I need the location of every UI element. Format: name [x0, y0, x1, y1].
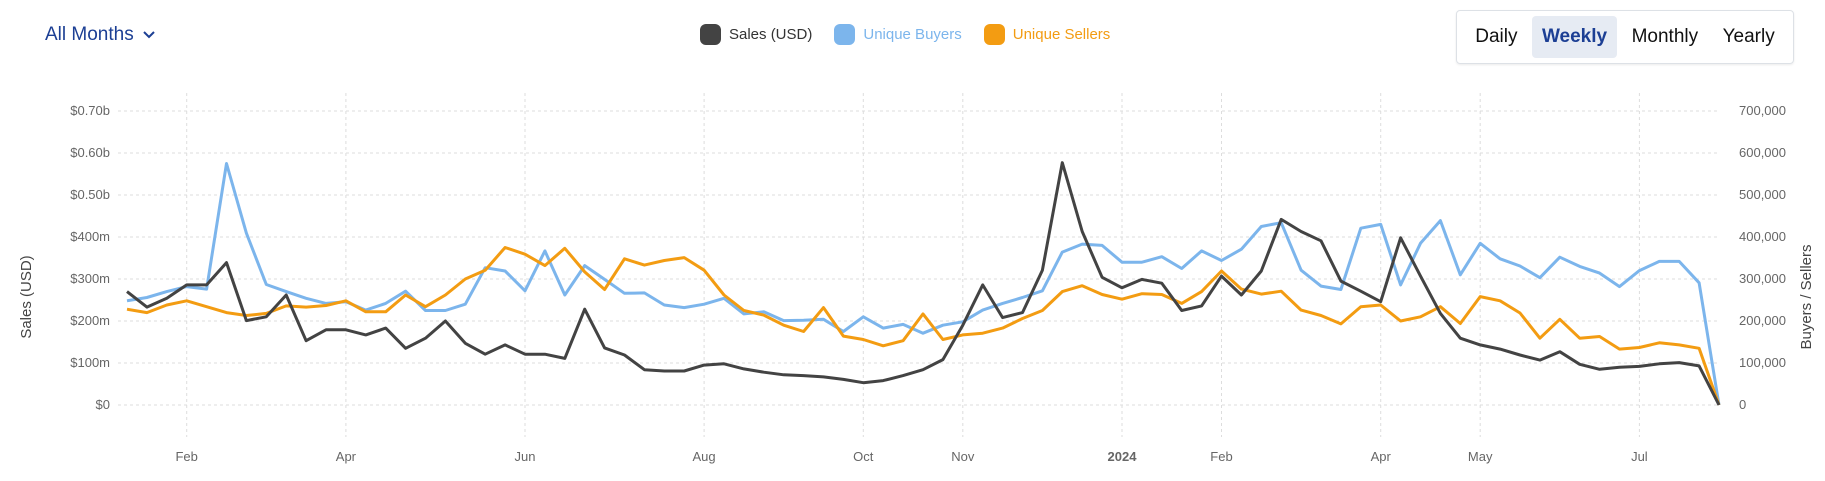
y-tick-right: 700,000 [1739, 103, 1786, 118]
monthly-button[interactable]: Monthly [1622, 16, 1709, 58]
y-tick-left: $0.50b [70, 187, 110, 202]
x-tick-label: Oct [853, 449, 874, 464]
legend-label: Unique Buyers [863, 26, 962, 43]
y-tick-left: $0.60b [70, 145, 110, 160]
y-tick-right: 200,000 [1739, 313, 1786, 328]
chart-legend: Sales (USD) Unique Buyers Unique Sellers [700, 24, 1110, 45]
legend-item-sales[interactable]: Sales (USD) [700, 24, 812, 45]
series-line-unique-buyers [126, 162, 1721, 406]
x-tick-label: Feb [175, 449, 197, 464]
y-axis-title-left: Sales (USD) [18, 255, 35, 338]
y-tick-right: 0 [1739, 397, 1746, 412]
x-tick-label: Jun [515, 449, 536, 464]
period-select[interactable]: All Months [45, 24, 156, 46]
y-tick-left: $200m [70, 313, 110, 328]
legend-item-buyers[interactable]: Unique Buyers [834, 24, 962, 45]
y-tick-right: 400,000 [1739, 229, 1786, 244]
y-tick-right: 500,000 [1739, 187, 1786, 202]
period-select-label: All Months [45, 24, 134, 45]
legend-label: Sales (USD) [729, 26, 813, 43]
y-tick-left: $0.70b [70, 103, 110, 118]
granularity-toggle: Daily Weekly Monthly Yearly [1456, 10, 1794, 64]
x-tick-label: Apr [1371, 449, 1392, 464]
y-tick-right: 300,000 [1739, 271, 1786, 286]
sales-swatch-icon [700, 24, 721, 45]
x-tick-label: Apr [336, 449, 357, 464]
y-tick-right: 600,000 [1739, 145, 1786, 160]
y-tick-left: $400m [70, 229, 110, 244]
buyers-swatch-icon [834, 24, 856, 45]
sellers-swatch-icon [983, 24, 1005, 45]
weekly-button[interactable]: Weekly [1531, 16, 1618, 58]
yearly-button[interactable]: Yearly [1713, 16, 1785, 58]
legend-label: Unique Sellers [1012, 26, 1111, 43]
series-line-sales-usd [126, 161, 1721, 406]
x-tick-label: Nov [951, 449, 975, 464]
y-tick-left: $300m [70, 271, 110, 286]
legend-item-sellers[interactable]: Unique Sellers [983, 24, 1111, 45]
y-tick-right: 100,000 [1739, 355, 1786, 370]
x-tick-label: Feb [1210, 449, 1232, 464]
y-tick-left: $100m [70, 355, 110, 370]
x-tick-label: Jul [1631, 449, 1648, 464]
y-axis-title-right: Buyers / Sellers [1798, 244, 1815, 349]
daily-button[interactable]: Daily [1465, 16, 1527, 58]
x-tick-label: Aug [693, 449, 716, 464]
y-tick-left: $0 [96, 397, 110, 412]
chevron-down-icon [142, 31, 155, 39]
series-line-unique-sellers [126, 246, 1721, 406]
x-tick-label: May [1468, 449, 1493, 464]
x-tick-label: 2024 [1108, 449, 1138, 464]
